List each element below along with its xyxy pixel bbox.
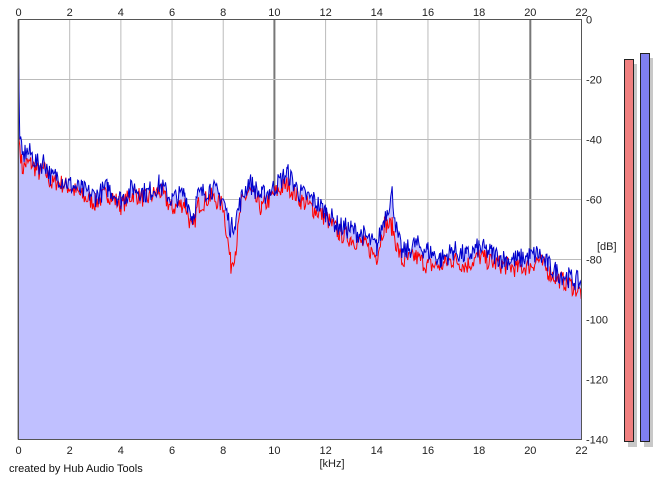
x-tick-bottom-11: 22 [575,445,587,457]
y-tick-4: -80 [586,255,602,267]
spectrum-area [18,58,582,440]
x-tick-bottom-6: 12 [319,445,331,457]
series-line-1 [18,58,582,291]
x-tick-bottom-1: 2 [67,445,73,457]
left-channel-meter [624,58,634,442]
y-tick-5: -100 [586,315,608,327]
y-tick-7: -140 [586,435,608,447]
right-channel-meter [640,52,650,442]
x-tick-top-10: 20 [524,7,536,19]
x-tick-labels-bottom: 0 2 4 6 8 10 12 14 16 18 20 22 [15,445,587,457]
x-tick-top-3: 6 [169,7,175,19]
y-axis-label: [dB] [597,241,617,253]
x-tick-top-5: 10 [268,7,280,19]
x-tick-top-1: 2 [67,7,73,19]
x-tick-bottom-7: 14 [371,445,383,457]
x-tick-bottom-2: 4 [118,445,124,457]
x-tick-labels-top: 0 2 4 6 8 10 12 14 16 18 20 22 [15,7,587,19]
x-tick-bottom-10: 20 [524,445,536,457]
x-tick-top-6: 12 [319,7,331,19]
x-tick-top-0: 0 [15,7,21,19]
y-tick-3: -60 [586,195,602,207]
x-tick-bottom-3: 6 [169,445,175,457]
x-tick-bottom-9: 18 [473,445,485,457]
x-tick-top-4: 8 [220,7,226,19]
x-tick-top-8: 16 [422,7,434,19]
x-tick-bottom-5: 10 [268,445,280,457]
x-tick-top-9: 18 [473,7,485,19]
x-tick-top-2: 4 [118,7,124,19]
y-tick-labels: 0 -20 -40 -60 -80 -100 -120 -140 [586,15,608,447]
x-axis-label: [kHz] [319,458,344,470]
x-tick-bottom-0: 0 [15,445,21,457]
x-tick-bottom-8: 16 [422,445,434,457]
credit-text: created by Hub Audio Tools [9,463,143,475]
y-tick-0: 0 [586,15,592,27]
x-tick-bottom-4: 8 [220,445,226,457]
y-tick-1: -20 [586,75,602,87]
y-tick-2: -40 [586,135,602,147]
x-tick-top-7: 14 [371,7,383,19]
series-lines [18,58,582,299]
y-tick-6: -120 [586,375,608,387]
plot-frame [18,19,582,440]
x-tick-top-11: 22 [575,7,587,19]
spectrum-fill [18,58,582,440]
